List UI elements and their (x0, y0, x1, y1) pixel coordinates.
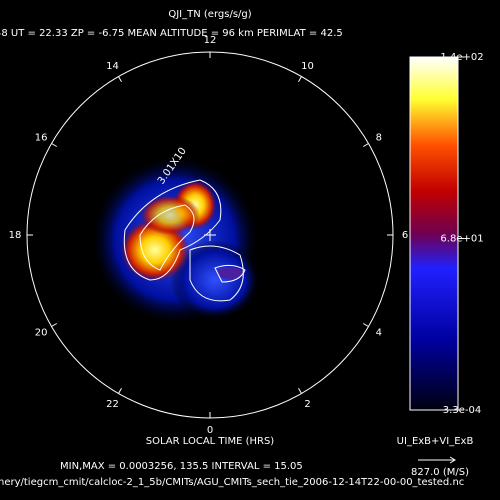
angular-tick (51, 143, 57, 147)
angular-tick-label: 20 (35, 328, 48, 339)
angular-tick-label: 14 (106, 61, 119, 72)
angular-tick (118, 76, 122, 82)
angular-tick (298, 76, 302, 82)
angular-tick (363, 143, 369, 147)
heatmap (90, 155, 260, 325)
angular-tick-label: 0 (207, 425, 213, 436)
subtitle: 48 UT = 22.33 ZP = -6.75 MEAN ALTITUDE =… (0, 28, 343, 39)
footer: MIN,MAX = 0.0003256, 135.5 INTERVAL = 15… (60, 461, 303, 472)
angular-tick-label: 6 (402, 230, 408, 241)
angular-tick-label: 10 (301, 61, 314, 72)
angular-tick-label: 16 (35, 133, 48, 144)
angular-tick (298, 388, 302, 394)
colorbar-tick-label: 6.8e+01 (440, 234, 483, 245)
angular-tick (363, 323, 369, 327)
angular-tick (51, 323, 57, 327)
angular-tick (118, 388, 122, 394)
angular-tick-label: 8 (376, 133, 382, 144)
angular-tick-label: 18 (9, 230, 22, 241)
chart-title: QJI_TN (ergs/s/g) (168, 9, 251, 20)
colorbar-tick-label: 3.3e-04 (443, 405, 481, 416)
angular-tick-label: 4 (376, 328, 382, 339)
vector-name: UI_ExB+VI_ExB (397, 436, 474, 447)
colorbar (409, 56, 459, 411)
angular-tick-label: 12 (204, 35, 217, 46)
vector-arrowhead (449, 456, 456, 464)
vector-scale: 827.0 (M/S) (411, 467, 469, 478)
file-path: nery/tiegcm_cmit/calcloc-2_1_5b/CMITs/AG… (0, 477, 464, 488)
angular-tick-label: 2 (304, 399, 310, 410)
center-cross (204, 229, 216, 241)
x-axis-label: SOLAR LOCAL TIME (HRS) (146, 436, 275, 447)
colorbar-tick-label: 1.4e+02 (440, 52, 483, 63)
angular-tick-label: 22 (106, 399, 119, 410)
